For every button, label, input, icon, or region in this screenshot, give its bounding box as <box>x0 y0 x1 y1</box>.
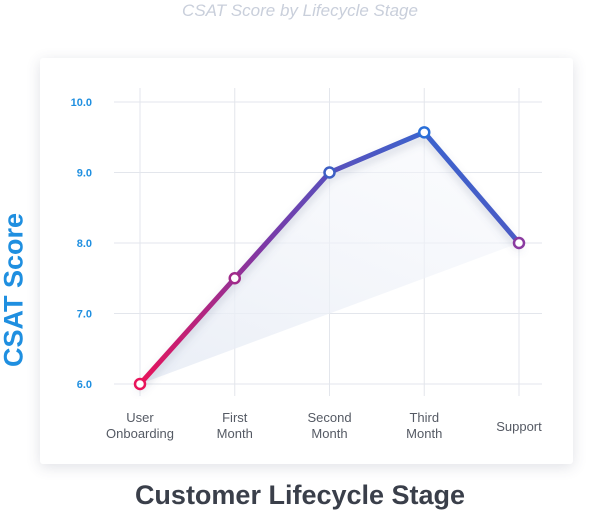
y-tick-label: 8.0 <box>77 238 92 250</box>
area-shade <box>140 132 519 384</box>
y-tick-label: 7.0 <box>77 309 92 321</box>
x-axis-label: Customer Lifecycle Stage <box>134 480 466 510</box>
y-tick-label: 6.0 <box>77 379 92 391</box>
data-point <box>418 126 431 139</box>
data-point <box>323 166 336 179</box>
data-point <box>133 377 147 391</box>
area-fill <box>140 132 519 384</box>
y-tick-label: 9.0 <box>77 168 92 180</box>
x-tick-labels: User Onboarding First Month Second Month Third… <box>106 410 542 441</box>
data-points <box>133 126 526 391</box>
x-tick-label: Third Month <box>406 410 442 441</box>
x-tick-label: Second Month <box>307 410 351 441</box>
x-tick-label: Support <box>496 419 542 434</box>
x-tick-label: First Month <box>217 410 253 441</box>
x-tick-label: User Onboarding <box>106 410 174 441</box>
data-point <box>228 272 241 285</box>
chart-title: CSAT Score by Lifecycle Stage <box>182 1 418 20</box>
data-point <box>512 236 526 250</box>
y-tick-label: 10.0 <box>71 97 92 109</box>
y-tick-labels: 10.0 9.0 8.0 7.0 6.0 <box>71 97 92 391</box>
